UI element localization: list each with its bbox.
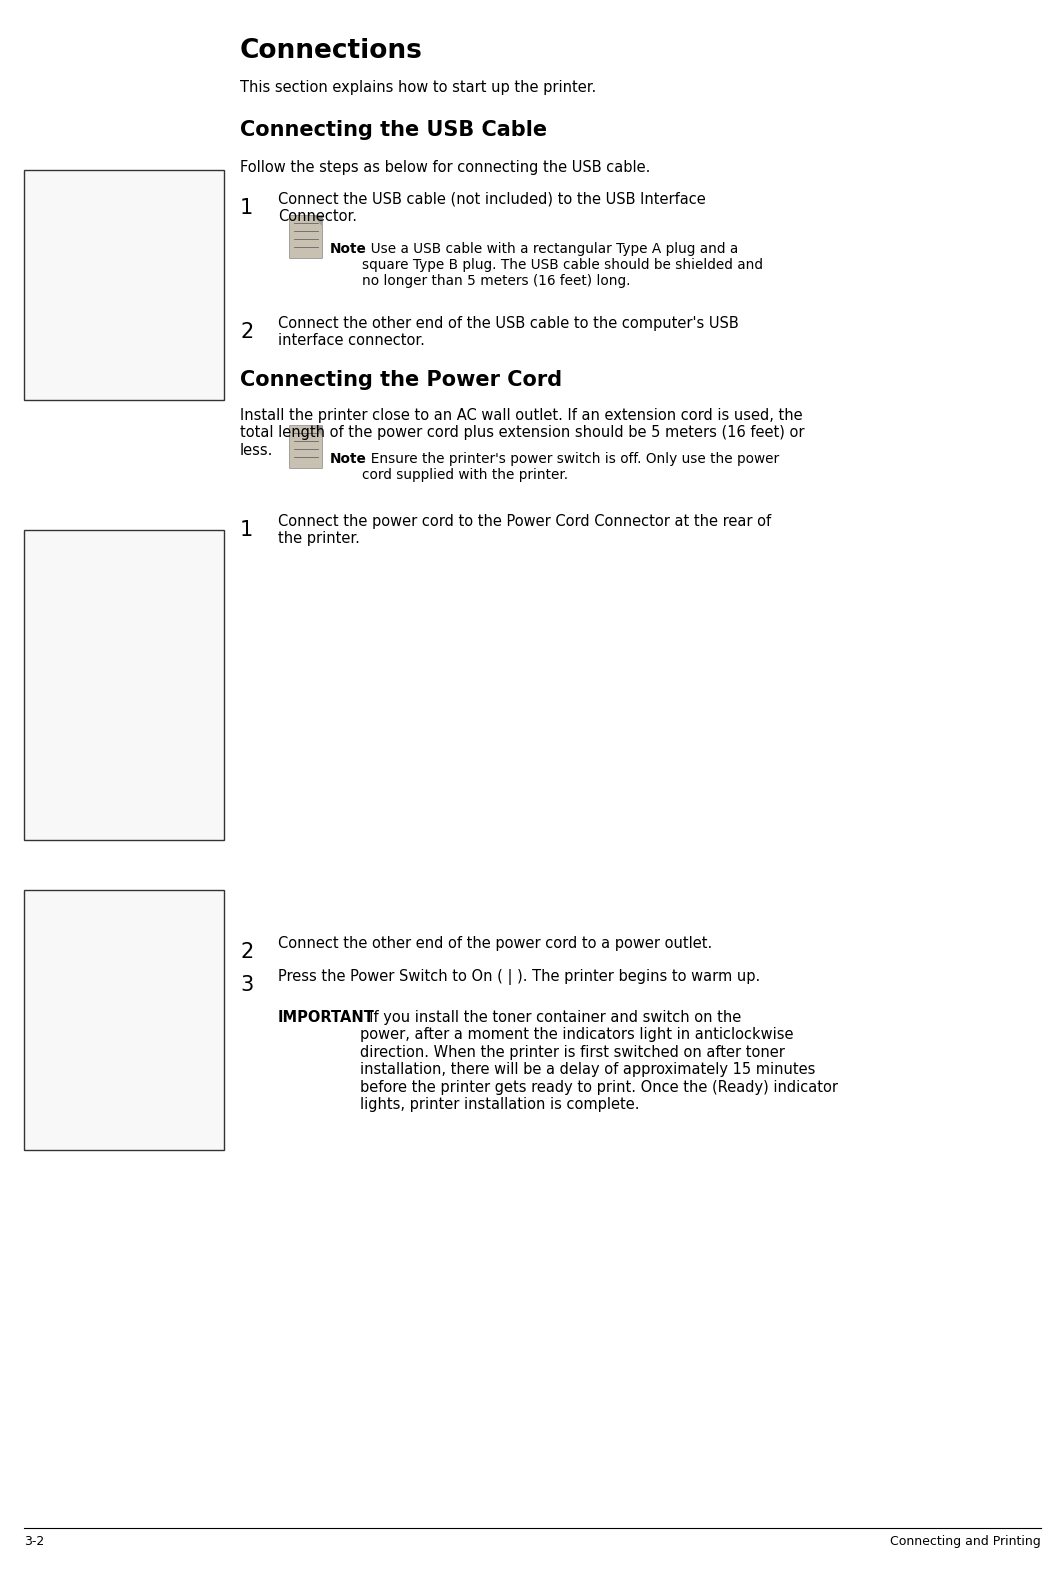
Text: Use a USB cable with a rectangular Type A plug and a
square Type B plug. The USB: Use a USB cable with a rectangular Type … — [362, 242, 763, 289]
Text: If you install the toner container and switch on the
power, after a moment the i: If you install the toner container and s… — [360, 1010, 838, 1112]
Text: Connect the USB cable (not included) to the USB Interface
Connector.: Connect the USB cable (not included) to … — [279, 192, 706, 225]
Text: 1: 1 — [240, 520, 253, 540]
Text: Connecting the USB Cable: Connecting the USB Cable — [240, 119, 547, 140]
Text: 3-2: 3-2 — [24, 1535, 45, 1548]
Polygon shape — [314, 217, 322, 226]
Text: Connect the other end of the USB cable to the computer's USB
interface connector: Connect the other end of the USB cable t… — [279, 316, 739, 349]
Text: Press the Power Switch to On ( | ). The printer begins to warm up.: Press the Power Switch to On ( | ). The … — [279, 969, 760, 984]
Text: Connect the other end of the power cord to a power outlet.: Connect the other end of the power cord … — [279, 936, 712, 951]
Bar — [24, 170, 224, 400]
Text: 2: 2 — [240, 322, 253, 342]
Text: Note: Note — [330, 452, 367, 466]
Text: Ensure the printer's power switch is off. Only use the power
cord supplied with : Ensure the printer's power switch is off… — [362, 452, 779, 482]
Text: IMPORTANT: IMPORTANT — [279, 1010, 375, 1025]
FancyBboxPatch shape — [289, 215, 322, 259]
Polygon shape — [314, 425, 322, 436]
Bar — [24, 531, 224, 840]
Text: 2: 2 — [240, 942, 253, 962]
Text: Connecting and Printing: Connecting and Printing — [890, 1535, 1041, 1548]
Text: Connections: Connections — [240, 38, 423, 64]
Text: 3: 3 — [240, 975, 253, 995]
Text: Follow the steps as below for connecting the USB cable.: Follow the steps as below for connecting… — [240, 160, 651, 174]
FancyBboxPatch shape — [289, 425, 322, 468]
Text: Note: Note — [330, 242, 367, 256]
Text: This section explains how to start up the printer.: This section explains how to start up th… — [240, 80, 596, 96]
Text: Connect the power cord to the Power Cord Connector at the rear of
the printer.: Connect the power cord to the Power Cord… — [279, 513, 771, 546]
Text: Connecting the Power Cord: Connecting the Power Cord — [240, 371, 562, 389]
Text: 1: 1 — [240, 198, 253, 218]
Text: Install the printer close to an AC wall outlet. If an extension cord is used, th: Install the printer close to an AC wall … — [240, 408, 805, 458]
Bar — [24, 890, 224, 1149]
